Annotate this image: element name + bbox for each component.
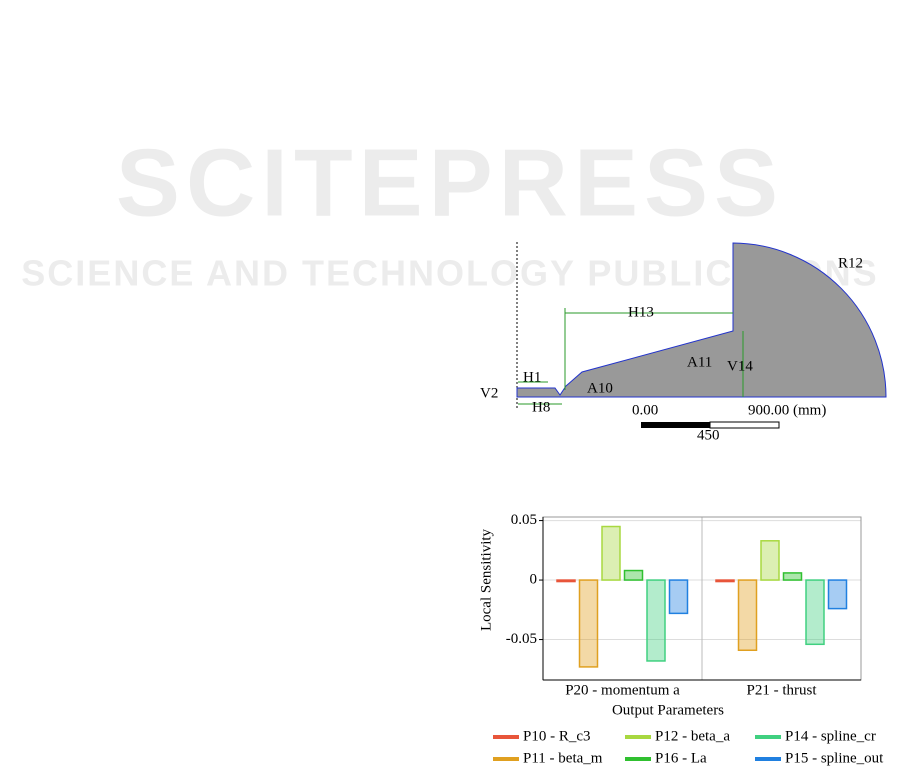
bar [782, 572, 803, 581]
dim-label: R12 [838, 255, 863, 271]
legend-label: P15 - spline_out [785, 750, 884, 766]
scale-bar [641, 422, 710, 428]
y-tick-label: 0 [530, 571, 538, 587]
legend-label: P10 - R_c3 [523, 728, 591, 744]
y-axis-label: Local Sensitivity [478, 528, 494, 631]
bar [668, 579, 689, 615]
bar [623, 569, 644, 581]
bar [805, 579, 825, 646]
bar [578, 579, 599, 668]
bar [715, 579, 735, 583]
legend-label: P16 - La [655, 750, 707, 766]
dim-label: A11 [687, 354, 712, 370]
x-axis-label: Output Parameters [612, 702, 724, 718]
dim-label: V2 [480, 385, 498, 401]
dim-label: H13 [628, 304, 654, 320]
scale-label: 0.00 [632, 402, 658, 418]
scale-label: 900.00 (mm) [748, 402, 826, 418]
x-tick-label: P21 - thrust [746, 682, 817, 698]
dim-label: V14 [727, 358, 753, 374]
dim-label: H8 [532, 399, 550, 415]
bar [827, 579, 848, 610]
y-tick-label: 0.05 [511, 512, 537, 528]
bar [646, 579, 666, 662]
legend-label: P14 - spline_cr [785, 728, 876, 744]
legend-label: P12 - beta_a [655, 728, 730, 744]
legend-label: P11 - beta_m [523, 750, 603, 766]
scale-label: 450 [697, 427, 720, 443]
dim-label: H1 [523, 369, 541, 385]
bar [737, 579, 758, 652]
sketch: R12 H13 A11 V14 H1 V2 H8 A10 0.00 900.00… [480, 242, 887, 443]
watermark-title: SCITEPRESS [116, 129, 784, 236]
x-tick-label: P20 - momentum a [565, 682, 680, 698]
bar [556, 579, 576, 583]
y-tick-label: -0.05 [506, 631, 537, 647]
bar [601, 525, 621, 581]
scale-bar [709, 421, 780, 429]
dim-label: A10 [587, 380, 613, 396]
bar [760, 540, 780, 581]
geometry [516, 242, 887, 398]
